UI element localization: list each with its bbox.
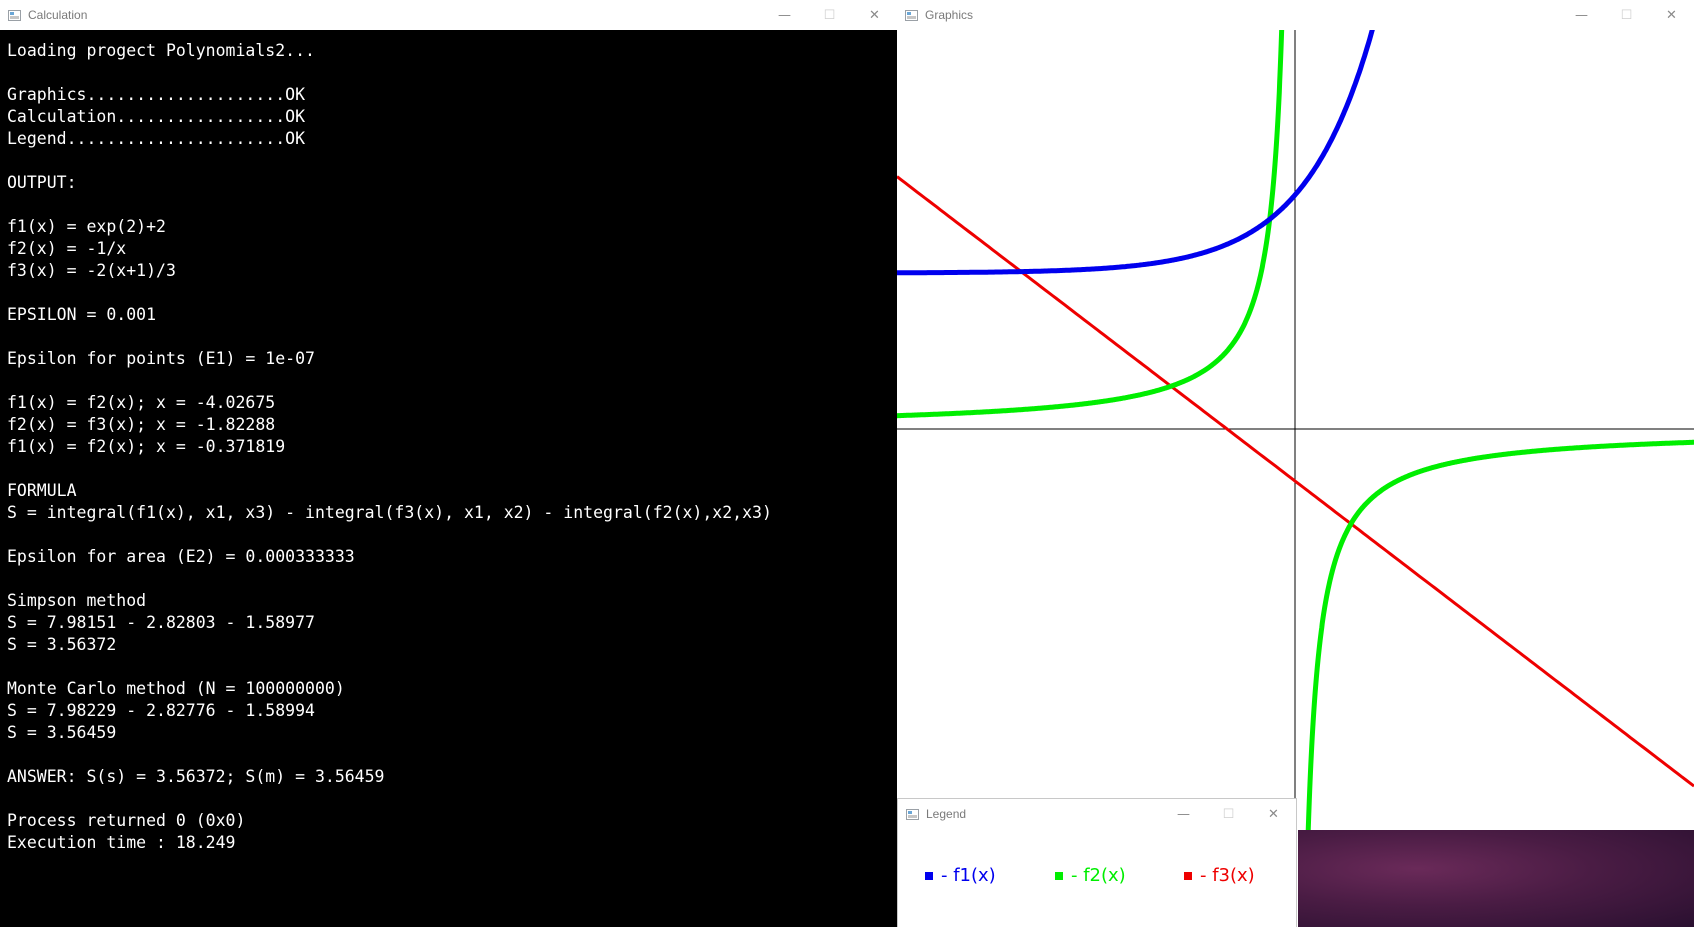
- app-window-icon: [8, 9, 21, 21]
- f3-line: [897, 175, 1694, 788]
- window-title: Calculation: [28, 8, 88, 22]
- legend-titlebar[interactable]: Legend — ☐ ✕: [898, 799, 1296, 829]
- f1-swatch: [925, 871, 933, 880]
- f3-swatch: [1184, 871, 1192, 880]
- calculation-titlebar[interactable]: Calculation — ☐ ✕: [0, 0, 897, 30]
- legend-item-f2: - f2(x): [1055, 865, 1126, 886]
- f2-curve-left-branch: [897, 30, 1285, 419]
- legend-label: - f2(x): [1071, 865, 1126, 886]
- function-plot: [897, 30, 1694, 927]
- maximize-button[interactable]: ☐: [823, 7, 836, 23]
- console-output-area[interactable]: Loading progect Polynomials2... Graphics…: [0, 30, 897, 927]
- graphics-window: Graphics — ☐ ✕: [897, 0, 1694, 927]
- maximize-button[interactable]: ☐: [1620, 7, 1633, 23]
- minimize-button[interactable]: —: [1177, 806, 1190, 822]
- legend-window: Legend — ☐ ✕ - f1(x) - f2(x) - f3(x): [897, 798, 1297, 927]
- app-window-icon: [906, 808, 919, 820]
- legend-item-f3: - f3(x): [1184, 865, 1255, 886]
- console-text: Loading progect Polynomials2... Graphics…: [7, 41, 772, 852]
- desktop-background: [1298, 830, 1694, 927]
- f1-curve: [897, 30, 1375, 276]
- window-title: Graphics: [925, 8, 974, 22]
- legend-item-f1: - f1(x): [925, 865, 996, 886]
- f2-swatch: [1055, 871, 1063, 880]
- close-button[interactable]: ✕: [869, 7, 880, 23]
- app-window-icon: [905, 9, 918, 21]
- close-button[interactable]: ✕: [1666, 7, 1677, 23]
- legend-label: - f1(x): [941, 865, 996, 886]
- legend-label: - f3(x): [1200, 865, 1255, 886]
- calculation-window: Calculation — ☐ ✕ Loading progect Polyno…: [0, 0, 897, 927]
- graphics-titlebar[interactable]: Graphics — ☐ ✕: [897, 0, 1694, 30]
- window-title: Legend: [926, 807, 967, 821]
- maximize-button[interactable]: ☐: [1222, 806, 1235, 822]
- minimize-button[interactable]: —: [778, 7, 791, 23]
- close-button[interactable]: ✕: [1268, 806, 1279, 822]
- minimize-button[interactable]: —: [1575, 7, 1588, 23]
- f2-curve-right-branch: [1303, 439, 1694, 927]
